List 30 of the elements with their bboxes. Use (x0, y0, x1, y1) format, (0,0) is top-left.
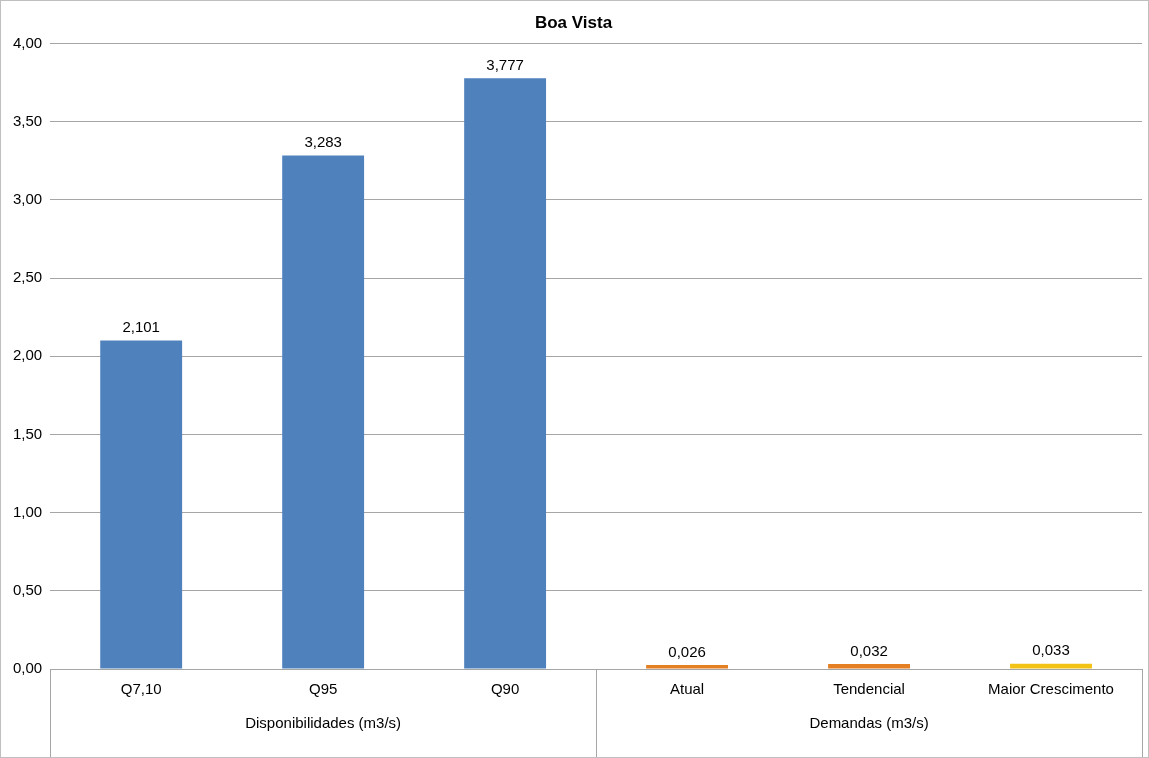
x-tick-label: Atual (669, 680, 705, 698)
x-tick-label: Q95 (308, 680, 338, 698)
x-tick-label: Tendencial (833, 680, 905, 698)
data-label: 0,026 (668, 642, 706, 660)
x-tick-label: Maior Crescimento (988, 680, 1114, 698)
data-label: 0,033 (1032, 641, 1070, 659)
y-tick-label: 3,00 (12, 189, 43, 207)
y-tick-label: 4,00 (12, 33, 43, 51)
data-label: 3,283 (304, 133, 342, 151)
bar (646, 664, 729, 669)
y-tick-label: 0,50 (12, 580, 43, 598)
data-label: 3,777 (486, 55, 524, 73)
bar (282, 155, 365, 669)
y-tick-label: 1,50 (12, 424, 43, 442)
y-tick-label: 3,50 (12, 111, 43, 129)
y-tick-label: 0,00 (12, 659, 43, 677)
data-label: 2,101 (122, 318, 160, 336)
y-tick-label: 2,50 (12, 268, 43, 286)
x-tick-label: Q90 (490, 680, 520, 698)
bar (828, 664, 910, 669)
text: Disponibilidades (m3/s) (245, 714, 402, 732)
y-tick-label: 2,00 (12, 346, 43, 364)
bar (464, 78, 547, 669)
chart-title: Boa Vista (534, 12, 613, 32)
bar (1010, 663, 1092, 669)
data-label: 0,032 (850, 641, 888, 659)
x-tick-label: Q7,10 (120, 680, 162, 698)
y-tick-label: 1,00 (12, 502, 43, 520)
bar (100, 340, 183, 669)
text: Demandas (m3/s) (809, 714, 929, 732)
